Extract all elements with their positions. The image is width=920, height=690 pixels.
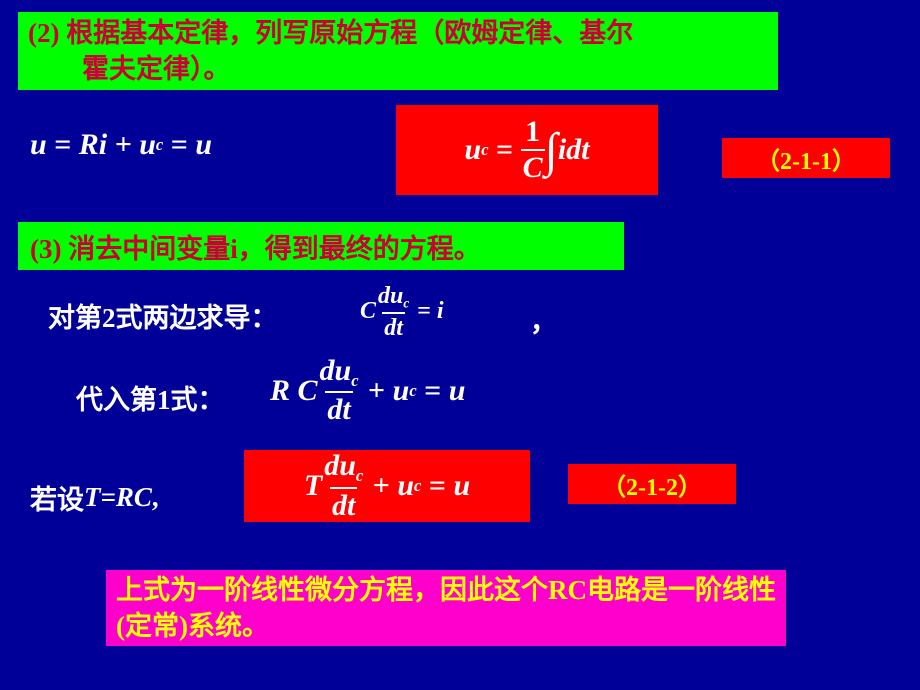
eq-equals: = <box>47 128 79 162</box>
eq-derivative: C duc dt = i <box>360 284 444 340</box>
eq-substituted: R C duc dt + uc = u <box>270 356 465 425</box>
eq-ohm-rhs1: Ri + u <box>79 128 156 162</box>
frac-den: dt <box>325 391 352 425</box>
eq-equals: = <box>421 469 453 503</box>
eq-final-T: T <box>304 469 322 503</box>
frac-num-sub: c <box>403 296 409 311</box>
let-expr: T=RC <box>84 482 152 513</box>
integral-sign: ∫ <box>545 123 558 178</box>
eq-final-uc: u <box>397 469 414 503</box>
frac-den: C <box>521 149 545 183</box>
ref2-text: （2-1-2） <box>602 467 702 502</box>
eq-cap-int: idt <box>558 133 590 167</box>
deriv-label: 对第2式两边求导： <box>48 296 278 335</box>
deriv-label-text: 对第2式两边求导： <box>48 296 278 335</box>
eq-final-frac: duc dt <box>322 451 365 520</box>
step3-box: (3) 消去中间变量i，得到最终的方程。 <box>18 222 624 270</box>
eq-sub-uc-sub: c <box>409 381 416 401</box>
eq-plus: + <box>365 469 397 503</box>
frac-num: duc <box>318 356 361 391</box>
eq-sub-C: C <box>298 374 318 408</box>
eq-plus: + <box>361 374 393 408</box>
eq-equals: = <box>411 298 437 325</box>
conclusion-box: 上式为一阶线性微分方程，因此这个RC电路是一阶线性(定常)系统。 <box>106 570 786 646</box>
eq-ohm: u = Ri + uc = u <box>30 128 212 162</box>
frac-num-sub: c <box>356 466 363 485</box>
frac-num-du: du <box>320 354 352 387</box>
slide: (2) 根据基本定律，列写原始方程（欧姆定律、基尔 霍夫定律）。 u = Ri … <box>0 0 920 690</box>
eq-sub-R: R <box>270 374 290 408</box>
frac-num-du: du <box>324 449 356 482</box>
frac-num-du: du <box>378 283 403 309</box>
sub-label: 代入第1式： <box>76 378 225 417</box>
step2-box: (2) 根据基本定律，列写原始方程（欧姆定律、基尔 霍夫定律）。 <box>18 12 778 90</box>
let-pre: 若设 <box>30 478 84 517</box>
eq-sub-frac: duc dt <box>318 356 361 425</box>
eq-ref-2: （2-1-2） <box>568 464 736 504</box>
eq-ohm-rhs2: u <box>195 128 212 162</box>
eq-equals: = <box>489 133 521 167</box>
frac-den: dt <box>382 312 405 340</box>
step3-text: (3) 消去中间变量i，得到最终的方程。 <box>30 227 481 266</box>
eq-final-rhs: u <box>453 469 470 503</box>
sub-label-text: 代入第1式： <box>76 378 225 417</box>
eq-cap-sub: c <box>481 140 488 160</box>
eq-ohm-lhs: u <box>30 128 47 162</box>
eq-final-uc-sub: c <box>414 476 421 496</box>
let-label: 若设T=RC , <box>30 478 159 517</box>
eq-deriv-rhs: i <box>437 298 444 325</box>
eq-capacitor: uc = 1 C ∫ idt <box>396 105 658 195</box>
ref1-text: （2-1-1） <box>756 141 856 176</box>
conclusion-text: 上式为一阶线性微分方程，因此这个RC电路是一阶线性(定常)系统。 <box>116 572 776 645</box>
eq-deriv-frac: duc dt <box>376 284 411 340</box>
comma: ， <box>530 300 557 339</box>
frac-num: 1 <box>523 117 542 149</box>
step2-text: (2) 根据基本定律，列写原始方程（欧姆定律、基尔 霍夫定律）。 <box>28 15 633 88</box>
frac-num: duc <box>376 284 411 312</box>
frac-num: duc <box>322 451 365 486</box>
eq-ref-1: （2-1-1） <box>722 138 890 178</box>
frac-num-sub: c <box>351 371 358 390</box>
eq-cap-u: u <box>465 133 482 167</box>
eq-equals: = <box>163 128 195 162</box>
let-post: , <box>152 482 159 513</box>
eq-cap-frac: 1 C <box>521 117 545 183</box>
eq-sub-rhs: u <box>449 374 466 408</box>
comma-text: ， <box>530 300 557 339</box>
eq-ohm-sub: c <box>156 135 163 155</box>
eq-final: T duc dt + uc = u <box>244 450 530 522</box>
eq-sub-uc: u <box>393 374 410 408</box>
frac-den: dt <box>330 487 357 521</box>
eq-deriv-C: C <box>360 298 376 325</box>
eq-equals: = <box>417 374 449 408</box>
